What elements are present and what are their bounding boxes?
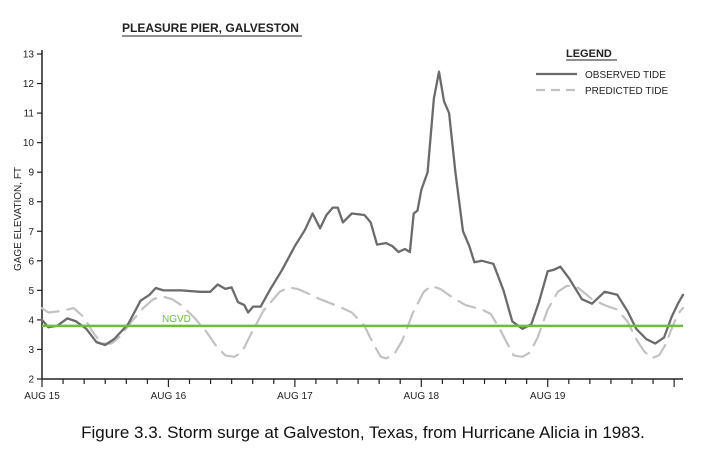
- x-tick-label: AUG 15: [24, 391, 60, 402]
- chart-title: PLEASURE PIER, GALVESTON: [122, 21, 299, 35]
- y-tick-label: 6: [28, 256, 34, 267]
- x-tick-label: AUG 17: [277, 391, 313, 402]
- x-tick-label: AUG 19: [530, 391, 566, 402]
- reference-line-group: NGVD: [42, 314, 683, 328]
- figure-caption: Figure 3.3. Storm surge at Galveston, Te…: [81, 423, 645, 442]
- y-tick-label: 3: [28, 345, 34, 356]
- y-tick-label: 4: [28, 315, 34, 326]
- y-tick-label: 9: [28, 168, 34, 179]
- legend: LEGEND OBSERVED TIDE PREDICTED TIDE: [536, 48, 668, 97]
- y-tick-label: 5: [28, 286, 34, 297]
- chart: PLEASURE PIER, GALVESTON GAGE ELEVATION,…: [13, 21, 685, 402]
- y-tick-label: 12: [23, 79, 35, 90]
- y-tick-label: 13: [23, 50, 35, 61]
- y-axis: 2 3 4 5 6 7 8 9 10 11 12 13: [23, 50, 43, 386]
- y-tick-label: 7: [28, 227, 34, 238]
- legend-label-observed: OBSERVED TIDE: [585, 70, 666, 81]
- legend-label-predicted: PREDICTED TIDE: [585, 86, 668, 97]
- x-tick-label: AUG 18: [404, 391, 440, 402]
- x-axis: AUG 15 AUG 16 AUG 17 AUG 18 AUG 19: [24, 378, 683, 402]
- observed-tide-line: [40, 70, 685, 347]
- ngvd-label: NGVD: [162, 314, 191, 325]
- y-tick-label: 11: [24, 109, 35, 120]
- series-group: [40, 70, 685, 360]
- y-tick-label: 2: [28, 375, 34, 386]
- legend-title: LEGEND: [566, 48, 612, 60]
- x-tick-label: AUG 16: [151, 391, 187, 402]
- y-tick-label: 10: [23, 138, 35, 149]
- y-tick-label: 8: [28, 197, 34, 208]
- y-axis-label: GAGE ELEVATION, FT: [13, 167, 24, 271]
- predicted-tide-line: [40, 284, 685, 360]
